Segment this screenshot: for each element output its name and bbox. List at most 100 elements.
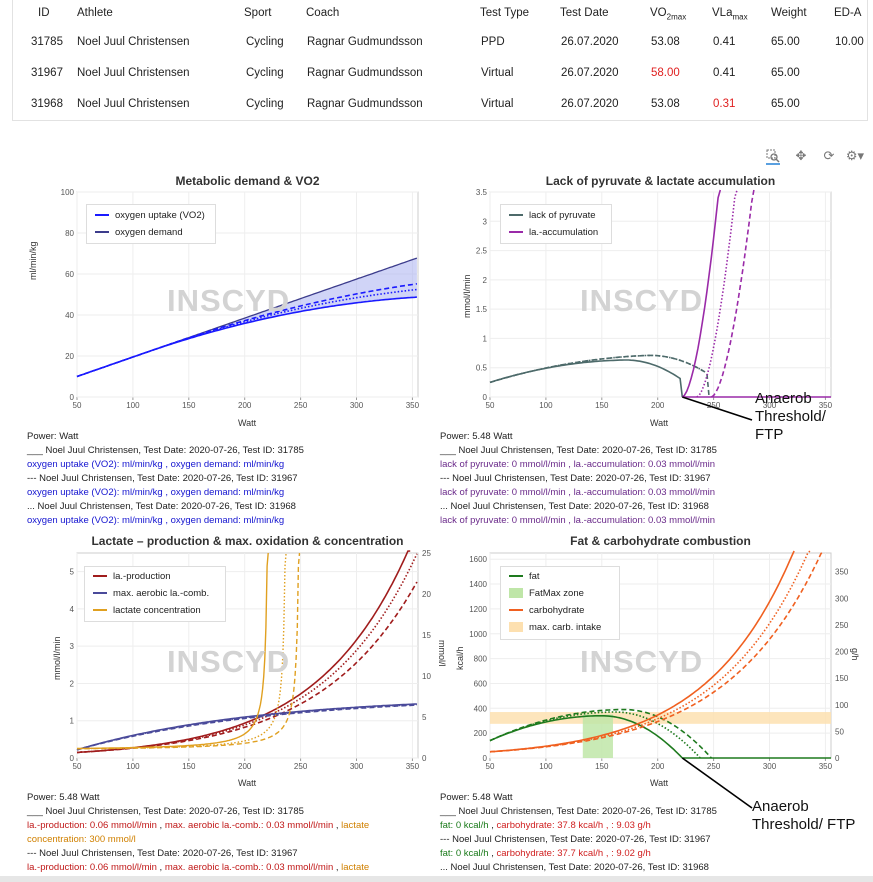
cell-test-type: PPD: [481, 36, 505, 48]
cell-vo2max: 53.08: [651, 36, 680, 48]
y2-tick-label: 15: [422, 631, 431, 640]
header-vo2max-label: VO: [650, 7, 667, 19]
header-coach[interactable]: Coach: [306, 7, 340, 19]
info-value: , : 9.03 g/h: [605, 820, 651, 831]
info-line: ___ Noel Juul Christensen, Test Date: 20…: [27, 806, 304, 817]
header-test-date[interactable]: Test Date: [560, 7, 609, 19]
x-tick-label: 100: [126, 762, 140, 771]
chart1-watermark: INSCYD: [167, 283, 291, 318]
cell-coach: Ragnar Gudmundsson: [307, 67, 423, 79]
info-line: concentration: 300 mmol/l: [27, 834, 136, 845]
y-tick-label: 0: [70, 393, 75, 402]
ftp-annotation-1: Anaerob Threshold/ FTP: [755, 390, 826, 443]
y-tick-label: 0: [70, 754, 75, 763]
legend-label: la.-production: [113, 571, 171, 582]
y2-tick-label: 50: [835, 727, 844, 736]
chart3-watermark: INSCYD: [167, 644, 291, 679]
info-line: fat: 0 kcal/h , carbohydrate: 37.8 kcal/…: [440, 820, 651, 831]
info-line: la.-production: 0.06 mmol/l/min , max. a…: [27, 819, 369, 833]
y-tick-label: 2: [483, 276, 488, 285]
info-line: ___ Noel Juul Christensen, Test Date: 20…: [440, 806, 717, 817]
cell-test-date: 26.07.2020: [561, 98, 619, 110]
info-value: carbohydrate: 37.8 kcal/h: [496, 820, 604, 831]
info-value: fat: 0 kcal/h: [440, 820, 489, 831]
y2-tick-label: 0: [422, 754, 427, 763]
cell-coach: Ragnar Gudmundsson: [307, 36, 423, 48]
legend-item[interactable]: oxygen demand: [95, 227, 183, 239]
zoom-select-icon[interactable]: [766, 149, 780, 165]
info-line: ... Noel Juul Christensen, Test Date: 20…: [27, 501, 296, 512]
cell-athlete: Noel Juul Christensen: [77, 67, 190, 79]
y2-tick-label: 10: [422, 672, 431, 681]
reset-icon[interactable]: ⟳: [823, 148, 835, 163]
plot-toolbar: ✥ ⟳ ⚙▾: [762, 147, 870, 167]
ftp-annotation-2: Anaerob Threshold/ FTP: [752, 798, 856, 833]
legend-item[interactable]: oxygen uptake (VO2): [95, 210, 205, 222]
legend-label: oxygen uptake (VO2): [115, 210, 205, 221]
x-tick-label: 100: [539, 762, 553, 771]
legend-item[interactable]: lack of pyruvate: [509, 210, 596, 222]
cell-sport: Cycling: [246, 67, 284, 79]
legend-label: la.-accumulation: [529, 227, 599, 238]
header-id[interactable]: ID: [38, 7, 50, 19]
header-sport[interactable]: Sport: [244, 7, 272, 19]
y-tick-label: 800: [474, 655, 488, 664]
legend-label: max. aerobic la.-comb.: [113, 588, 210, 599]
header-vlamax[interactable]: VLamax: [712, 7, 748, 21]
y2-tick-label: 20: [422, 590, 431, 599]
header-athlete[interactable]: Athlete: [77, 7, 113, 19]
chart2-xlabel: Watt: [650, 418, 669, 428]
chart4-xlabel: Watt: [650, 778, 669, 788]
cell-eda: 10.00: [835, 36, 864, 48]
legend-item[interactable]: carbohydrate: [509, 605, 584, 617]
chart3-ylabel2: mmol/l: [437, 640, 447, 667]
info-value: fat: 0 kcal/h: [440, 848, 489, 859]
chart3-hover-info: Power: 5.48 Watt ___ Noel Juul Christens…: [27, 791, 369, 875]
info-value: , : 9.02 g/h: [605, 848, 651, 859]
chart2-legend: lack of pyruvate la.-accumulation: [500, 204, 612, 244]
y2-tick-label: 250: [835, 621, 849, 630]
info-line: Power: 5.48 Watt: [440, 431, 513, 442]
info-sep: ,: [333, 862, 342, 873]
header-weight[interactable]: Weight: [771, 7, 807, 19]
header-vo2max[interactable]: VO2max: [650, 7, 686, 21]
header-eda[interactable]: ED-A: [834, 7, 862, 19]
y-tick-label: 20: [65, 352, 74, 361]
x-tick-label: 200: [651, 401, 665, 410]
y-tick-label: 0.5: [476, 364, 488, 373]
y2-tick-label: 350: [835, 568, 849, 577]
chart3-legend: la.-production max. aerobic la.-comb. la…: [84, 566, 226, 622]
y-tick-label: 100: [61, 188, 75, 197]
cell-weight: 65.00: [771, 36, 800, 48]
y-tick-label: 400: [474, 704, 488, 713]
info-line: ... Noel Juul Christensen, Test Date: 20…: [440, 501, 709, 512]
legend-item[interactable]: max. aerobic la.-comb.: [93, 588, 209, 600]
horizontal-scrollbar[interactable]: [0, 876, 873, 882]
y2-tick-label: 300: [835, 594, 849, 603]
legend-item[interactable]: la.-production: [93, 571, 171, 583]
y-tick-label: 1000: [469, 630, 487, 639]
cell-athlete: Noel Juul Christensen: [77, 98, 190, 110]
x-tick-label: 100: [126, 401, 140, 410]
info-sep: ,: [156, 820, 165, 831]
legend-label: lactate concentration: [113, 605, 201, 616]
legend-item[interactable]: FatMax zone: [509, 588, 584, 600]
info-sep: ,: [333, 820, 342, 831]
chart1-hover-info: Power: Watt ___ Noel Juul Christensen, T…: [27, 430, 304, 528]
settings-icon[interactable]: ⚙▾: [845, 148, 865, 163]
pan-icon[interactable]: ✥: [795, 148, 807, 163]
legend-item[interactable]: fat: [509, 571, 540, 583]
chart4-title: Fat & carbohydrate combustion: [570, 534, 751, 548]
x-tick-label: 300: [763, 401, 777, 410]
y-tick-label: 1.5: [476, 305, 488, 314]
chart4-watermark: INSCYD: [580, 644, 704, 679]
legend-item[interactable]: max. carb. intake: [509, 622, 601, 634]
header-test-type[interactable]: Test Type: [480, 7, 530, 19]
fat-line-31968: [489, 711, 701, 759]
cell-weight: 65.00: [771, 67, 800, 79]
info-line: Power: 5.48 Watt: [440, 792, 513, 803]
legend-item[interactable]: lactate concentration: [93, 605, 201, 617]
legend-item[interactable]: la.-accumulation: [509, 227, 598, 239]
x-tick-label: 150: [182, 401, 196, 410]
y2-tick-label: 25: [422, 549, 431, 558]
